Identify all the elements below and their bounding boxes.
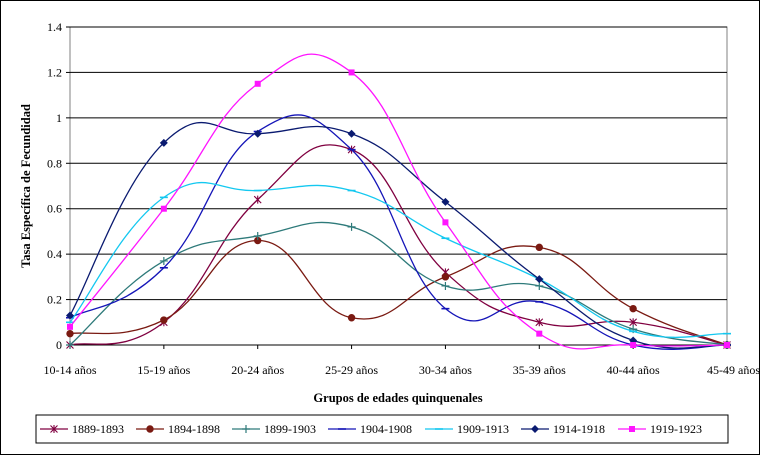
data-point [160,316,168,324]
data-point [253,231,262,240]
data-point [724,342,730,348]
series-line [69,144,728,346]
series-line [69,221,728,346]
data-point [441,281,450,290]
data-point [159,138,168,147]
x-tick-label: 40-44 años [607,363,660,377]
x-axis-ticks: 10-14 años 15-19 años 20-24 años 25-29 años… [44,344,760,377]
legend-marker [531,425,539,433]
y-tick-label: 1.2 [47,65,62,79]
data-point [535,281,544,290]
data-point [347,129,356,138]
legend-item: 1889-1893 [40,422,124,436]
data-point [442,219,449,226]
data-point [66,311,74,320]
series-lines [66,53,731,350]
legend-item: 1899-1903 [232,422,316,436]
data-point [535,275,544,284]
y-tick-label: 0.6 [47,202,62,216]
y-tick-label: 0.8 [47,156,62,170]
legend-marker [50,425,58,433]
y-tick-label: 0.4 [47,247,62,261]
data-point [347,222,356,231]
data-point [536,330,543,337]
x-axis-title: Grupos de edades quinquenales [313,391,482,405]
legend-label: 1894-1898 [168,422,220,436]
x-tick-label: 35-39 años [513,363,566,377]
legend-marker [629,426,635,432]
legend-label: 1899-1903 [264,422,316,436]
y-tick-label: 0 [56,338,62,352]
legend-label: 1909-1913 [457,422,509,436]
legend-item: 1909-1913 [425,422,509,436]
data-point [159,256,168,265]
series-1919-1923 [67,53,730,350]
data-point [630,342,637,348]
y-axis-title: Tasa Específica de Fecundidad [19,104,33,268]
data-point [441,273,450,281]
series-line [69,114,728,350]
y-tick-label: 1 [56,111,62,125]
data-point [535,243,543,252]
series-line [69,53,728,350]
data-point [253,129,262,138]
legend-item: 1904-1908 [328,422,412,436]
data-point [535,318,544,327]
data-point [441,197,450,206]
x-tick-label: 45-49 años [707,363,760,377]
plot-area [69,26,728,346]
data-point [347,314,356,322]
data-point [253,195,262,204]
series-line [69,239,728,346]
legend-item: 1919-1923 [618,422,702,436]
y-axis-ticks: 0 0.2 0.4 0.6 0.8 1 1.2 1.4 [47,20,70,352]
data-point [67,323,73,330]
x-tick-label: 15-19 años [137,363,190,377]
legend-marker [242,425,250,433]
x-tick-label: 10-14 años [44,363,97,377]
x-tick-label: 20-24 años [231,363,284,377]
data-point [629,304,637,313]
legend-label: 1904-1908 [360,422,412,436]
legend-label: 1919-1923 [650,422,702,436]
legend-label: 1889-1893 [72,422,124,436]
data-point [629,318,638,327]
y-tick-label: 1.4 [47,20,62,34]
data-point [66,341,74,349]
y-tick-label: 0.2 [47,293,62,307]
x-tick-label: 30-34 años [419,363,472,377]
legend-item: 1894-1898 [136,422,220,436]
legend-label: 1914-1918 [553,422,605,436]
legend-item: 1914-1918 [521,422,605,436]
legend: 1889-1893 1894-1898 1899-1903 1904-1908 1909… [40,422,702,436]
legend-marker [146,425,154,433]
data-point [254,80,261,87]
data-point [160,205,167,212]
data-point [348,69,355,76]
x-tick-label: 25-29 años [325,363,378,377]
data-point [66,329,74,338]
